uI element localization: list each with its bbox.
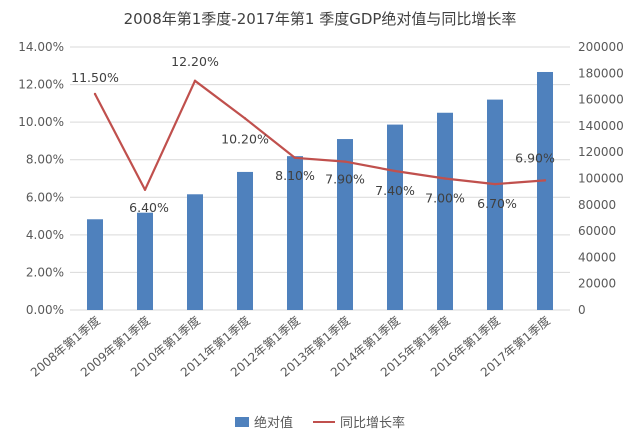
line-point — [193, 79, 197, 83]
y-left-tick-label: 2.00% — [26, 265, 64, 279]
bar — [437, 112, 453, 310]
line-point — [293, 156, 297, 160]
line-point — [493, 182, 497, 186]
chart-legend: 绝对值 同比增长率 — [0, 412, 640, 431]
growth-rate-line — [94, 79, 546, 191]
y-left-tick-label: 12.00% — [18, 78, 64, 92]
chart-plot: 0.00% 2.00% 4.00% 6.00% 8.00% 10.00% 12.00% 14.… — [18, 40, 624, 380]
bar — [87, 219, 103, 310]
y-left-tick-label: 14.00% — [18, 40, 64, 54]
legend-item-bars: 绝对值 — [234, 412, 293, 431]
bar — [187, 194, 203, 310]
legend-label-bars: 绝对值 — [253, 416, 293, 431]
y-right-tick-label: 60000 — [578, 224, 616, 238]
legend-swatch-line — [313, 420, 335, 423]
data-label: 11.50% — [71, 70, 119, 85]
y-left-tick-label: 10.00% — [18, 115, 64, 129]
data-label: 6.40% — [129, 200, 169, 215]
y-right-tick-label: 160000 — [578, 93, 624, 107]
bar — [137, 212, 153, 310]
bar — [237, 171, 253, 310]
data-label: 6.70% — [477, 196, 517, 211]
bar — [337, 139, 353, 310]
line-point — [93, 92, 97, 96]
bar — [287, 156, 303, 310]
data-label: 10.20% — [221, 131, 269, 146]
line-point — [143, 188, 147, 191]
legend-swatch-bars — [234, 416, 249, 427]
data-label: 7.40% — [375, 183, 415, 198]
y-right-tick-label: 140000 — [578, 119, 624, 133]
bar — [487, 99, 503, 310]
y-right-tick-label: 80000 — [578, 198, 616, 212]
data-label: 12.20% — [171, 54, 219, 69]
line-point — [443, 177, 447, 180]
data-label: 7.00% — [425, 191, 465, 206]
line-point — [393, 169, 397, 173]
y-left-tick-label: 8.00% — [26, 153, 64, 167]
y-right-tick-label: 40000 — [578, 250, 616, 264]
y-right-tick-label: 120000 — [578, 145, 624, 159]
y-right-tick-label: 20000 — [578, 277, 616, 291]
y-right-tick-label: 200000 — [578, 40, 624, 54]
y-right-tick-label: 0 — [578, 303, 586, 317]
y-left-tick-label: 6.00% — [26, 190, 64, 204]
data-label: 8.10% — [275, 168, 315, 183]
legend-item-line: 同比增长率 — [313, 412, 405, 431]
data-label: 7.90% — [325, 172, 365, 187]
y-left-tick-label: 0.00% — [26, 303, 64, 317]
data-label: 6.90% — [515, 150, 555, 165]
bar — [537, 71, 553, 310]
legend-label-line: 同比增长率 — [340, 416, 406, 431]
bar — [387, 124, 403, 311]
y-right-tick-label: 100000 — [578, 172, 624, 186]
y-right-tick-label: 180000 — [578, 66, 624, 80]
line-point — [343, 160, 347, 163]
line-point — [243, 117, 247, 120]
y-left-tick-label: 4.00% — [26, 228, 64, 242]
chart-title: 2008年第1季度-2017年第1 季度GDP绝对值与同比增长率 — [123, 10, 517, 28]
line-point — [543, 179, 547, 182]
